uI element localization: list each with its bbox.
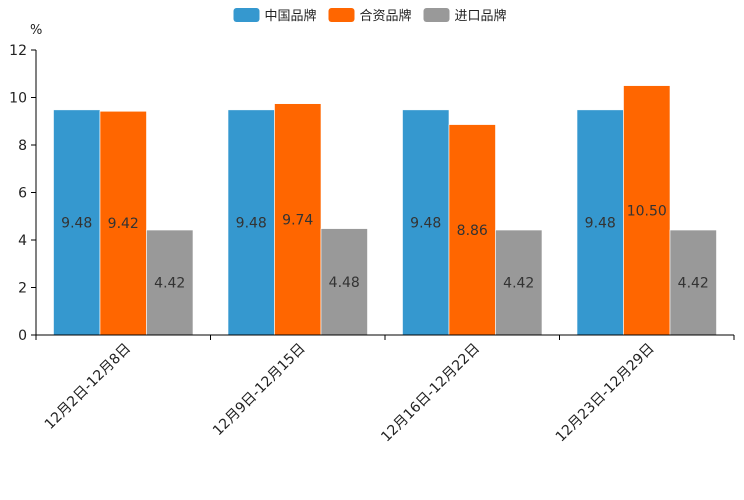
legend-label: 进口品牌 [455,8,507,24]
y-tick-label: 6 [18,186,27,202]
legend-swatch [233,8,260,22]
y-tick-label: 4 [18,233,27,249]
bar-value-label: 9.74 [282,212,313,228]
legend-label: 中国品牌 [265,8,317,24]
x-tick-label: 12月9日-12月15日 [210,341,309,440]
legend-swatch [328,8,355,22]
bar-2-4 [623,85,671,336]
legend-swatch [423,8,450,22]
legend-label: 合资品牌 [360,8,412,24]
legend-item: 中国品牌 [233,8,317,24]
legend: 中国品牌 合资品牌 进口品牌 [233,8,507,24]
bar-3-2 [320,228,368,336]
bar-1-3 [402,109,450,336]
bars: 9.48 9.48 9.48 9.48 9.42 9.74 8.86 10.50 4.42 4.4… [53,85,717,336]
y-tick-label: 8 [18,138,27,154]
bar-value-label: 9.48 [585,215,616,231]
bar-value-label: 4.42 [678,276,709,292]
bar-1-2 [227,109,275,336]
y-tick-label: 10 [9,91,27,107]
bar-value-label: 4.48 [329,275,360,291]
legend-item: 合资品牌 [328,8,412,24]
y-tick-label: 0 [18,328,27,344]
y-unit-label: % [30,23,42,38]
bar-3-4 [669,229,717,336]
bar-2-2 [274,103,322,336]
bar-value-label: 9.48 [61,215,92,231]
y-axis: 0 2 4 6 8 10 12 [9,43,37,344]
bar-2-1 [99,110,147,336]
bar-2-3 [448,124,496,336]
bar-value-label: 10.50 [627,203,667,219]
bar-value-label: 8.86 [457,223,488,239]
y-tick-label: 12 [9,43,27,59]
bar-value-label: 9.48 [236,215,267,231]
bar-value-label: 4.42 [503,276,534,292]
bar-value-label: 9.48 [410,215,441,231]
legend-item: 进口品牌 [423,8,507,24]
x-axis: 12月2日-12月8日 12月9日-12月15日 12月16日-12月22日 12月2… [35,334,735,446]
bar-value-label: 4.42 [154,276,185,292]
bar-3-3 [495,229,543,336]
y-tick-label: 2 [18,281,27,297]
x-tick-label: 12月2日-12月8日 [42,341,134,433]
x-tick-label: 12月23日-12月29日 [553,341,658,446]
bar-value-label: 9.42 [108,216,139,232]
x-tick-label: 12月16日-12月22日 [378,341,483,446]
bar-1-1 [53,109,101,336]
